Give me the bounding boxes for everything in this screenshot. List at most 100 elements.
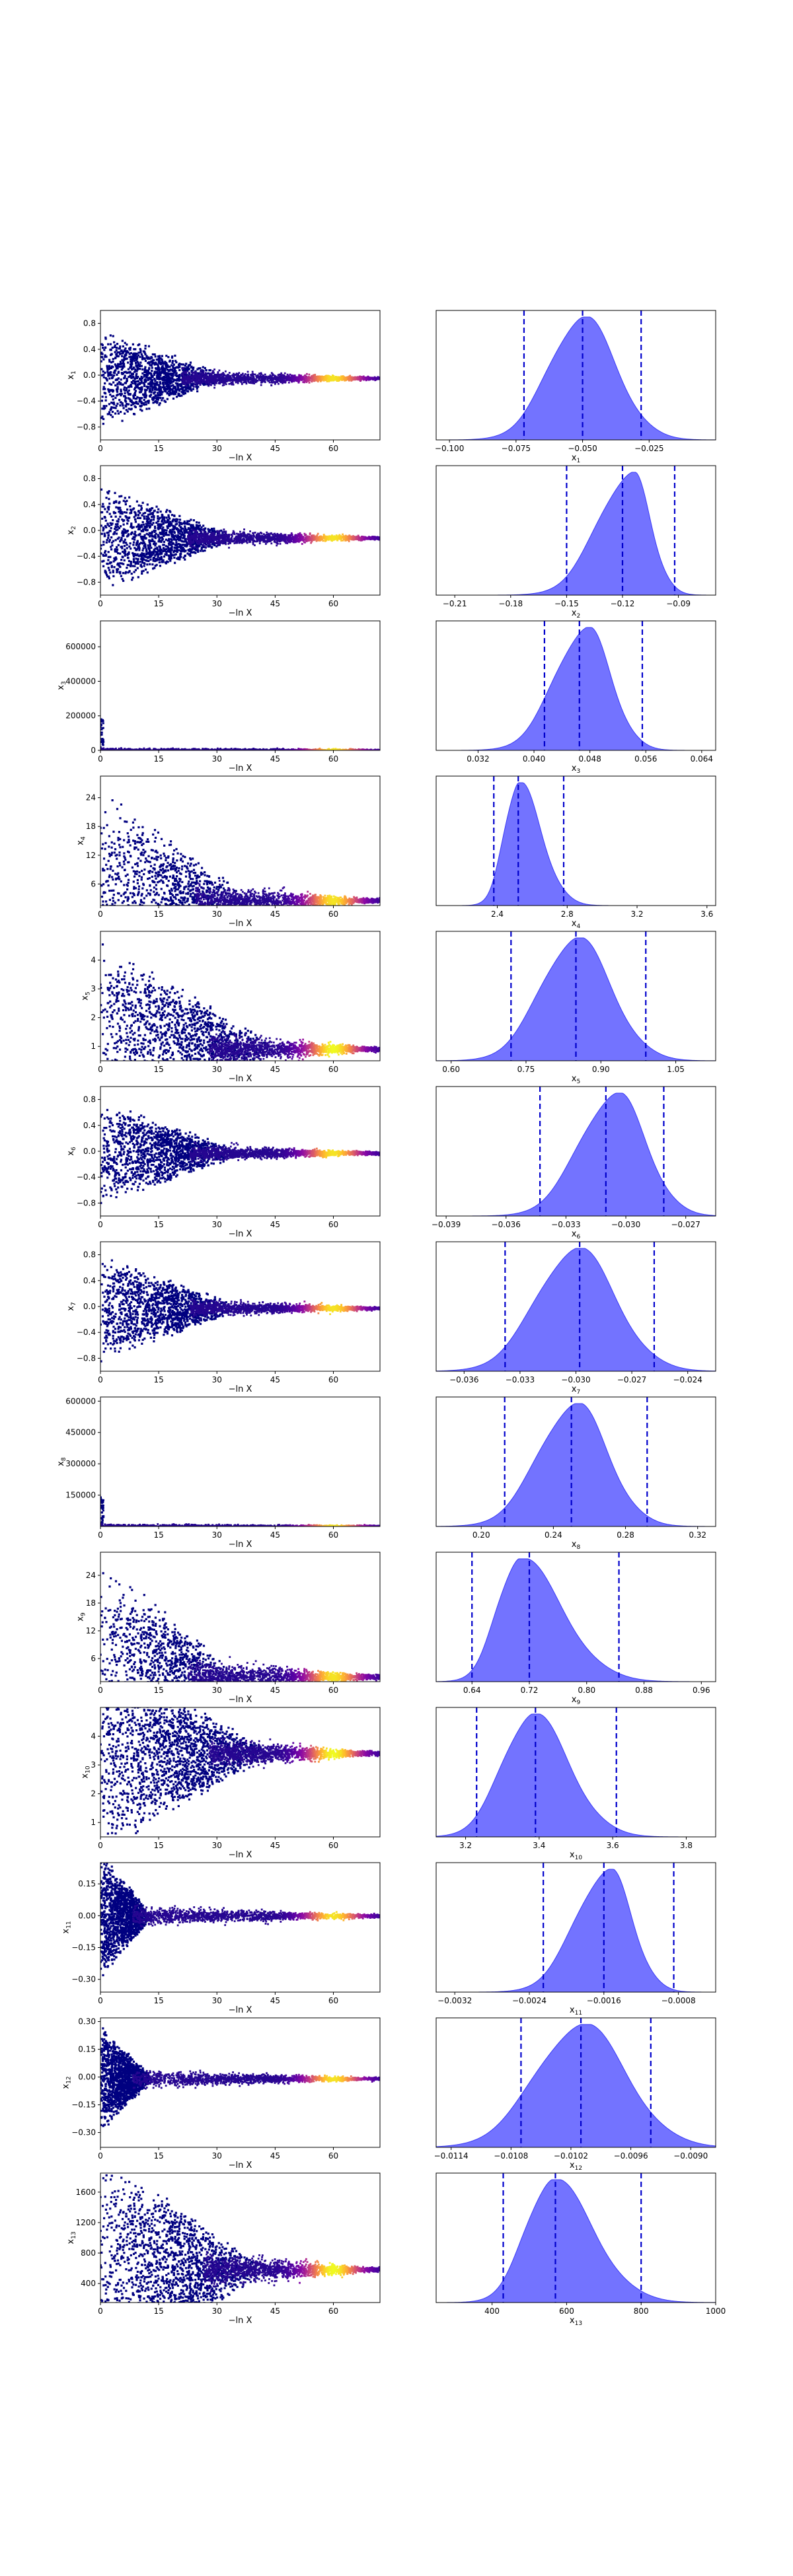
trace-xlabel: −ln X (229, 453, 252, 463)
trace-point (148, 549, 151, 552)
trace-point (120, 363, 124, 365)
trace-point (162, 397, 165, 400)
trace-point (103, 532, 106, 535)
trace-point (178, 532, 181, 535)
trace-point (108, 538, 111, 542)
trace-point (163, 548, 166, 551)
trace-point (111, 522, 114, 525)
trace-point (159, 368, 161, 371)
trace-point (305, 377, 307, 379)
trace-point (178, 389, 180, 392)
trace-point (272, 374, 275, 376)
trace-point (261, 380, 264, 383)
trace-point (290, 375, 293, 376)
trace-point (223, 380, 226, 382)
trace-point (141, 368, 144, 371)
trace-point (348, 378, 350, 381)
trace-point (210, 379, 213, 382)
trace-point (162, 526, 165, 529)
trace-point (122, 571, 125, 575)
trace-point (141, 530, 143, 532)
trace-point (153, 382, 155, 385)
trace-point (220, 376, 222, 378)
trace-point (136, 562, 139, 565)
trace-point (153, 359, 155, 361)
trace-point (124, 354, 126, 357)
trace-point (130, 524, 133, 527)
trace-point (132, 355, 135, 359)
trace-point (144, 380, 147, 383)
trace-point (332, 378, 335, 380)
trace-point (180, 383, 182, 386)
trace-point (124, 396, 127, 400)
trace-point (127, 403, 130, 406)
trace-point (135, 359, 138, 361)
trace-point (145, 394, 148, 397)
trace-point (172, 391, 175, 394)
trace-point (139, 397, 142, 400)
trace-point (139, 347, 141, 351)
trace-point (301, 538, 303, 541)
trace-point (357, 534, 359, 537)
trace-point (281, 379, 283, 382)
trace-point (120, 349, 123, 352)
trace-point (105, 378, 108, 380)
trace-point (182, 546, 184, 549)
trace-point (118, 365, 121, 368)
trace-point (155, 532, 157, 535)
trace-point (143, 541, 145, 544)
trace-point (192, 376, 195, 378)
trace-point (152, 558, 155, 561)
trace-point (197, 540, 200, 543)
trace-point (170, 369, 173, 371)
trace-point (170, 522, 173, 525)
trace-point (106, 506, 109, 509)
trace-point (107, 389, 110, 392)
trace-point (359, 378, 362, 381)
trace-point (327, 377, 330, 380)
trace-point (186, 543, 189, 546)
trace-point (137, 380, 139, 382)
trace-point (324, 375, 327, 377)
trace-point (135, 544, 138, 546)
trace-point (108, 490, 110, 493)
trace-point (206, 376, 208, 378)
trace-point (139, 525, 142, 528)
trace-point (307, 380, 309, 382)
trace-point (116, 363, 120, 367)
trace-point (188, 554, 190, 556)
trace-point (158, 378, 161, 380)
trace-point (112, 569, 114, 572)
trace-point (366, 378, 369, 380)
trace-point (143, 553, 145, 555)
trace-point (190, 383, 193, 386)
trace-point (157, 392, 159, 394)
trace-point (310, 542, 313, 544)
trace-point (184, 373, 186, 376)
trace-point (194, 374, 197, 376)
trace-point (115, 546, 118, 548)
trace-point (169, 559, 172, 562)
trace-point (186, 368, 189, 371)
trace-point (109, 555, 112, 558)
trace-point (120, 390, 122, 393)
trace-point (239, 375, 241, 377)
trace-point (297, 540, 299, 542)
trace-point (178, 365, 181, 369)
trace-point (235, 381, 237, 384)
trace-point (128, 551, 130, 554)
trace-point (194, 527, 197, 530)
trace-point (124, 341, 126, 344)
trace-point (283, 381, 285, 384)
trace-point (224, 370, 227, 373)
trace-point (191, 543, 194, 546)
trace-point (133, 386, 137, 389)
trace-point (150, 532, 153, 534)
trace-point (209, 381, 212, 384)
trace-point (132, 565, 134, 567)
trace-point (147, 378, 149, 381)
trace-point (175, 390, 178, 392)
trace-point (192, 369, 194, 371)
trace-point (152, 361, 155, 365)
trace-point (116, 568, 120, 571)
